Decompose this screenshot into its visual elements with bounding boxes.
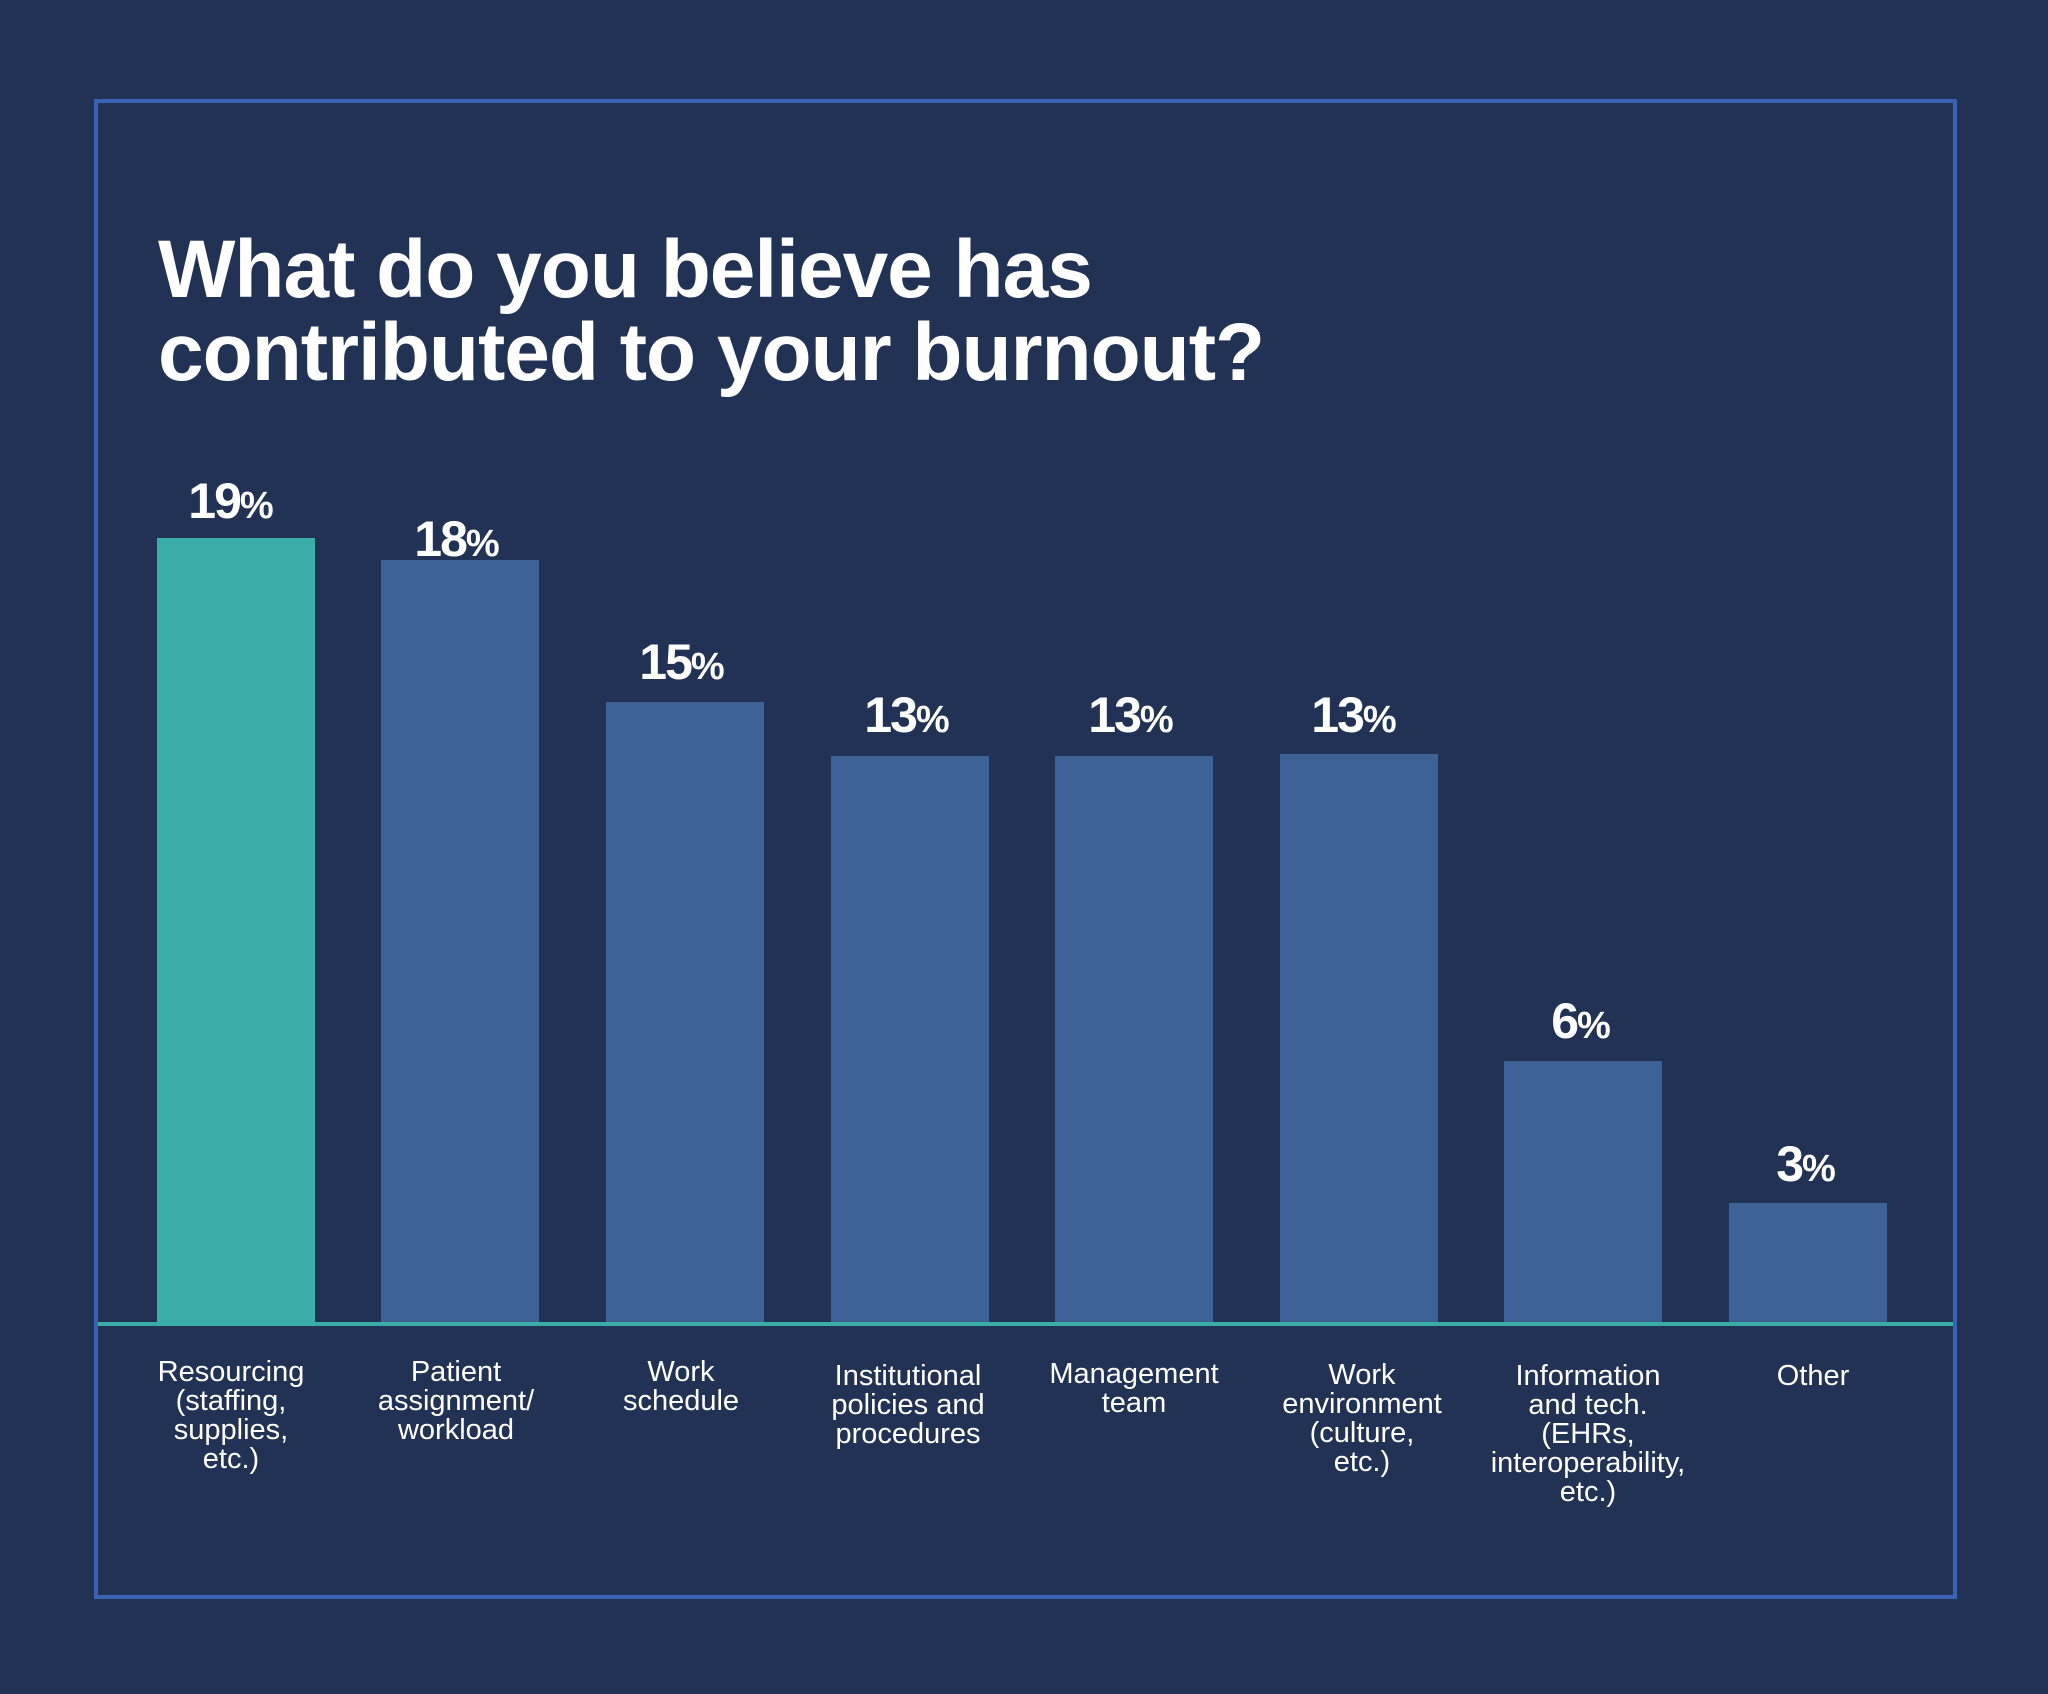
value-label: 19% bbox=[188, 473, 274, 529]
category-label: Information and tech. (EHRs, interoperab… bbox=[1490, 1360, 1686, 1508]
title-line-2: contributed to your burnout? bbox=[158, 307, 1265, 398]
x-axis-baseline bbox=[98, 1322, 1953, 1326]
bar-work-schedule bbox=[606, 702, 764, 1324]
value-label: 18% bbox=[414, 511, 500, 567]
bar-other bbox=[1729, 1203, 1887, 1324]
value-label: 6% bbox=[1551, 993, 1611, 1049]
chart-frame bbox=[94, 99, 1957, 1599]
value-label: 13% bbox=[1088, 687, 1174, 743]
value-label: 13% bbox=[864, 687, 950, 743]
category-label: Patient assignment/ workload bbox=[377, 1356, 535, 1446]
bar-information-tech bbox=[1504, 1061, 1662, 1324]
bar-patient-assignment bbox=[381, 560, 539, 1324]
title-line-1: What do you believe has bbox=[158, 224, 1093, 315]
category-label: Institutional policies and procedures bbox=[831, 1360, 985, 1450]
category-label: Work environment (culture, etc.) bbox=[1282, 1359, 1442, 1478]
value-label: 13% bbox=[1311, 687, 1397, 743]
value-label: 15% bbox=[639, 634, 725, 690]
chart-title: What do you believe has contributed to y… bbox=[158, 228, 1558, 394]
bar-work-environment bbox=[1280, 754, 1438, 1324]
category-label: Management team bbox=[1049, 1358, 1219, 1419]
value-label: 3% bbox=[1776, 1136, 1836, 1192]
category-label: Work schedule bbox=[622, 1356, 740, 1417]
category-label: Other bbox=[1776, 1360, 1850, 1392]
bar-management-team bbox=[1055, 756, 1213, 1324]
bar-resourcing bbox=[157, 538, 315, 1324]
category-label: Resourcing (staffing, supplies, etc.) bbox=[157, 1356, 305, 1475]
bar-institutional-policies bbox=[831, 756, 989, 1324]
